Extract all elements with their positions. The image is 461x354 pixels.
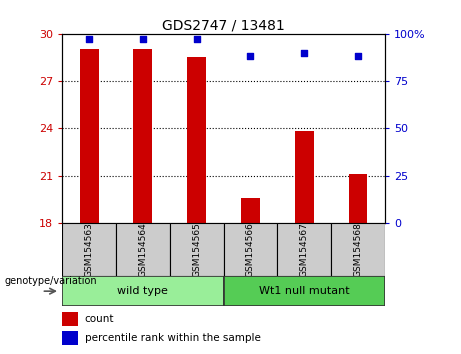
Text: count: count	[85, 314, 114, 324]
Text: percentile rank within the sample: percentile rank within the sample	[85, 333, 261, 343]
Bar	[278, 223, 331, 276]
Text: GSM154567: GSM154567	[300, 222, 309, 277]
Point	[355, 53, 362, 59]
Point	[301, 50, 308, 56]
Point	[85, 36, 93, 42]
Bar	[349, 174, 367, 223]
Title: GDS2747 / 13481: GDS2747 / 13481	[162, 18, 285, 33]
Bar	[134, 50, 152, 223]
Text: GSM154563: GSM154563	[85, 222, 94, 277]
Text: GSM154565: GSM154565	[192, 222, 201, 277]
Bar	[331, 223, 385, 276]
Text: Wt1 null mutant: Wt1 null mutant	[259, 286, 349, 296]
Point	[139, 36, 147, 42]
Text: genotype/variation: genotype/variation	[5, 276, 97, 286]
Text: wild type: wild type	[118, 286, 168, 296]
Text: GSM154568: GSM154568	[354, 222, 362, 277]
Text: GSM154566: GSM154566	[246, 222, 255, 277]
Bar	[116, 223, 170, 276]
Bar	[224, 223, 278, 276]
Bar	[62, 312, 78, 326]
Bar	[241, 198, 260, 223]
Point	[193, 36, 201, 42]
Bar	[224, 276, 385, 306]
Bar	[80, 50, 99, 223]
Bar	[62, 331, 78, 345]
Text: GSM154564: GSM154564	[138, 222, 148, 277]
Bar	[187, 57, 206, 223]
Bar	[62, 276, 224, 306]
Bar	[295, 131, 313, 223]
Bar	[62, 223, 116, 276]
Bar	[170, 223, 224, 276]
Point	[247, 53, 254, 59]
